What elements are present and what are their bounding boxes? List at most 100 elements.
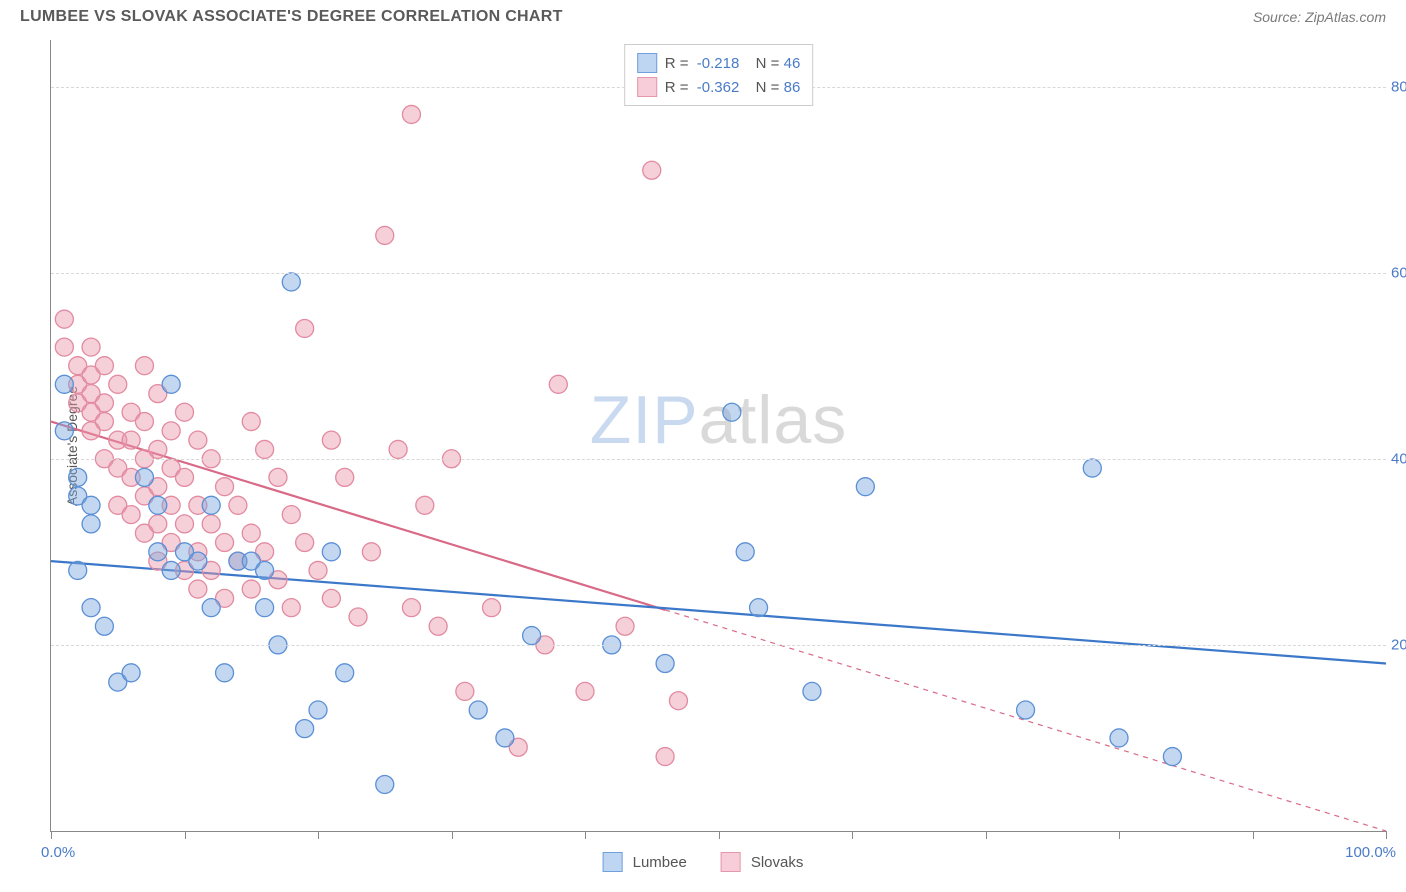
lumbee-point [189,552,207,570]
slovaks-legend-swatch [721,852,741,872]
x-tick [51,831,52,839]
y-tick-label: 60.0% [1391,264,1406,281]
correlation-row: R = -0.362 N = 86 [637,75,801,99]
x-tick [452,831,453,839]
slovaks-point [135,413,153,431]
lumbee-point [69,468,87,486]
lumbee-point [296,720,314,738]
slovaks-point [176,515,194,533]
lumbee-point [856,478,874,496]
slovaks-legend-label: Slovaks [751,854,804,871]
gridline [51,645,1386,646]
slovaks-point [55,338,73,356]
slovaks-point [149,440,167,458]
x-tick [318,831,319,839]
slovaks-point [95,413,113,431]
slovaks-n: N = 86 [747,79,800,96]
slovaks-point [242,524,260,542]
slovaks-point [202,515,220,533]
slovaks-point [176,403,194,421]
slovaks-point [82,338,100,356]
slovaks-point [549,375,567,393]
slovaks-point [122,506,140,524]
x-tick [1119,831,1120,839]
slovaks-point [643,161,661,179]
lumbee-point [723,403,741,421]
x-tick [585,831,586,839]
lumbee-point [122,664,140,682]
lumbee-point [1083,459,1101,477]
slovaks-point [256,440,274,458]
slovaks-point [483,599,501,617]
slovaks-point [55,310,73,328]
slovaks-point [296,319,314,337]
slovaks-point [296,534,314,552]
slovaks-point [656,748,674,766]
lumbee-legend-label: Lumbee [633,854,687,871]
slovaks-point [269,468,287,486]
lumbee-point [496,729,514,747]
lumbee-trend-line [51,561,1386,663]
x-tick [185,831,186,839]
lumbee-point [69,561,87,579]
lumbee-point [95,617,113,635]
lumbee-point [82,515,100,533]
x-axis-min-label: 0.0% [41,844,75,861]
lumbee-point [55,375,73,393]
lumbee-point [736,543,754,561]
slovaks-point [282,506,300,524]
slovaks-point [322,431,340,449]
x-tick [852,831,853,839]
lumbee-point [216,664,234,682]
slovaks-point [109,375,127,393]
lumbee-point [202,599,220,617]
lumbee-point [256,599,274,617]
lumbee-point [135,468,153,486]
slovaks-point [95,357,113,375]
lumbee-point [149,496,167,514]
slovaks-point [389,440,407,458]
slovaks-point [456,682,474,700]
lumbee-point [202,496,220,514]
slovaks-point [149,515,167,533]
y-tick-label: 80.0% [1391,78,1406,95]
slovaks-point [122,431,140,449]
y-tick-label: 40.0% [1391,450,1406,467]
slovaks-point [229,496,247,514]
lumbee-point [82,496,100,514]
lumbee-point [309,701,327,719]
slovaks-point [95,394,113,412]
lumbee-point [1110,729,1128,747]
correlation-legend: R = -0.218 N = 46 R = -0.362 N = 86 [624,44,814,106]
slovaks-point [429,617,447,635]
x-tick [986,831,987,839]
chart-title: LUMBEE VS SLOVAK ASSOCIATE'S DEGREE CORR… [20,8,563,26]
slovaks-point [669,692,687,710]
lumbee-legend-swatch [603,852,623,872]
lumbee-point [336,664,354,682]
lumbee-point [162,561,180,579]
lumbee-n: N = 46 [747,55,800,72]
lumbee-point [149,543,167,561]
lumbee-point [656,654,674,672]
slovaks-point [189,580,207,598]
lumbee-point [55,422,73,440]
x-tick [1386,831,1387,839]
lumbee-swatch [637,53,657,73]
gridline [51,459,1386,460]
slovaks-swatch [637,77,657,97]
x-axis-max-label: 100.0% [1345,844,1396,861]
lumbee-point [322,543,340,561]
chart-area: ZIPatlas R = -0.218 N = 46 R = -0.362 N … [50,40,1386,832]
slovaks-point [242,413,260,431]
slovaks-point [402,599,420,617]
slovaks-r: R = -0.362 [665,79,740,96]
slovaks-point [349,608,367,626]
lumbee-point [803,682,821,700]
correlation-row: R = -0.218 N = 46 [637,51,801,75]
source-label: Source: ZipAtlas.com [1253,9,1386,25]
series-legend: Lumbee Slovaks [603,852,804,872]
lumbee-point [256,561,274,579]
lumbee-point [523,627,541,645]
scatter-svg [51,40,1386,831]
